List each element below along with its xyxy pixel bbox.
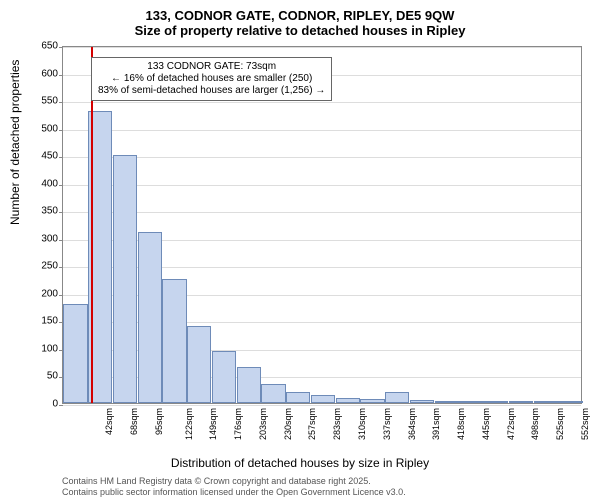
- xtick-label: 95sqm: [154, 408, 164, 435]
- ytick-label: 450: [28, 151, 58, 162]
- chart-title-main: 133, CODNOR GATE, CODNOR, RIPLEY, DE5 9Q…: [0, 0, 600, 23]
- ytick-mark: [59, 405, 63, 406]
- xtick-label: 525sqm: [555, 408, 565, 440]
- histogram-bar: [286, 392, 310, 403]
- histogram-bar: [410, 400, 434, 403]
- xtick-label: 203sqm: [258, 408, 268, 440]
- grid-line: [63, 102, 581, 103]
- histogram-bar: [435, 401, 459, 403]
- grid-line: [63, 157, 581, 158]
- xtick-label: 122sqm: [184, 408, 194, 440]
- histogram-bar: [187, 326, 211, 403]
- ytick-mark: [59, 295, 63, 296]
- histogram-bar: [360, 399, 384, 403]
- ytick-mark: [59, 102, 63, 103]
- histogram-bar: [534, 401, 558, 403]
- grid-line: [63, 130, 581, 131]
- annotation-line-3: 83% of semi-detached houses are larger (…: [98, 85, 325, 97]
- histogram-bar: [509, 401, 533, 403]
- xtick-label: 337sqm: [382, 408, 392, 440]
- ytick-label: 200: [28, 288, 58, 299]
- annotation-box: 133 CODNOR GATE: 73sqm← 16% of detached …: [91, 57, 332, 101]
- xtick-label: 257sqm: [308, 408, 318, 440]
- xtick-label: 418sqm: [456, 408, 466, 440]
- xtick-label: 472sqm: [506, 408, 516, 440]
- histogram-bar: [138, 232, 162, 403]
- ytick-mark: [59, 130, 63, 131]
- ytick-label: 650: [28, 41, 58, 52]
- ytick-label: 100: [28, 343, 58, 354]
- ytick-mark: [59, 240, 63, 241]
- ytick-label: 350: [28, 206, 58, 217]
- xtick-label: 498sqm: [530, 408, 540, 440]
- xtick-label: 176sqm: [233, 408, 243, 440]
- histogram-bar: [459, 401, 483, 403]
- grid-line: [63, 47, 581, 48]
- x-axis-label: Distribution of detached houses by size …: [0, 456, 600, 470]
- xtick-label: 310sqm: [357, 408, 367, 440]
- ytick-label: 550: [28, 96, 58, 107]
- ytick-mark: [59, 212, 63, 213]
- ytick-mark: [59, 75, 63, 76]
- histogram-bar: [336, 398, 360, 404]
- ytick-label: 400: [28, 178, 58, 189]
- ytick-mark: [59, 47, 63, 48]
- y-axis-label: Number of detached properties: [8, 60, 22, 225]
- ytick-mark: [59, 157, 63, 158]
- ytick-label: 500: [28, 123, 58, 134]
- xtick-label: 364sqm: [407, 408, 417, 440]
- histogram-bar: [113, 155, 137, 403]
- ytick-label: 0: [28, 399, 58, 410]
- footer-attribution: Contains HM Land Registry data © Crown c…: [62, 476, 406, 498]
- grid-line: [63, 212, 581, 213]
- annotation-line-2: ← 16% of detached houses are smaller (25…: [98, 73, 325, 85]
- chart-title-sub: Size of property relative to detached ho…: [0, 23, 600, 38]
- xtick-label: 283sqm: [332, 408, 342, 440]
- ytick-mark: [59, 185, 63, 186]
- grid-line: [63, 405, 581, 406]
- histogram-bar: [558, 401, 582, 403]
- footer-line-2: Contains public sector information licen…: [62, 487, 406, 498]
- histogram-bar: [237, 367, 261, 403]
- histogram-bar: [484, 401, 508, 403]
- ytick-label: 250: [28, 261, 58, 272]
- annotation-line-1: 133 CODNOR GATE: 73sqm: [98, 61, 325, 73]
- histogram-bar: [385, 392, 409, 403]
- histogram-bar: [261, 384, 285, 403]
- xtick-label: 552sqm: [580, 408, 590, 440]
- histogram-bar: [162, 279, 186, 403]
- ytick-label: 600: [28, 68, 58, 79]
- plot-area: 133 CODNOR GATE: 73sqm← 16% of detached …: [62, 46, 582, 404]
- histogram-bar: [63, 304, 87, 403]
- ytick-label: 300: [28, 233, 58, 244]
- xtick-label: 445sqm: [481, 408, 491, 440]
- histogram-bar: [212, 351, 236, 403]
- ytick-label: 50: [28, 371, 58, 382]
- grid-line: [63, 185, 581, 186]
- ytick-mark: [59, 267, 63, 268]
- xtick-label: 68sqm: [129, 408, 139, 435]
- xtick-label: 391sqm: [431, 408, 441, 440]
- footer-line-1: Contains HM Land Registry data © Crown c…: [62, 476, 406, 487]
- xtick-label: 149sqm: [208, 408, 218, 440]
- xtick-label: 230sqm: [283, 408, 293, 440]
- histogram-bar: [311, 395, 335, 403]
- ytick-label: 150: [28, 316, 58, 327]
- xtick-label: 42sqm: [104, 408, 114, 435]
